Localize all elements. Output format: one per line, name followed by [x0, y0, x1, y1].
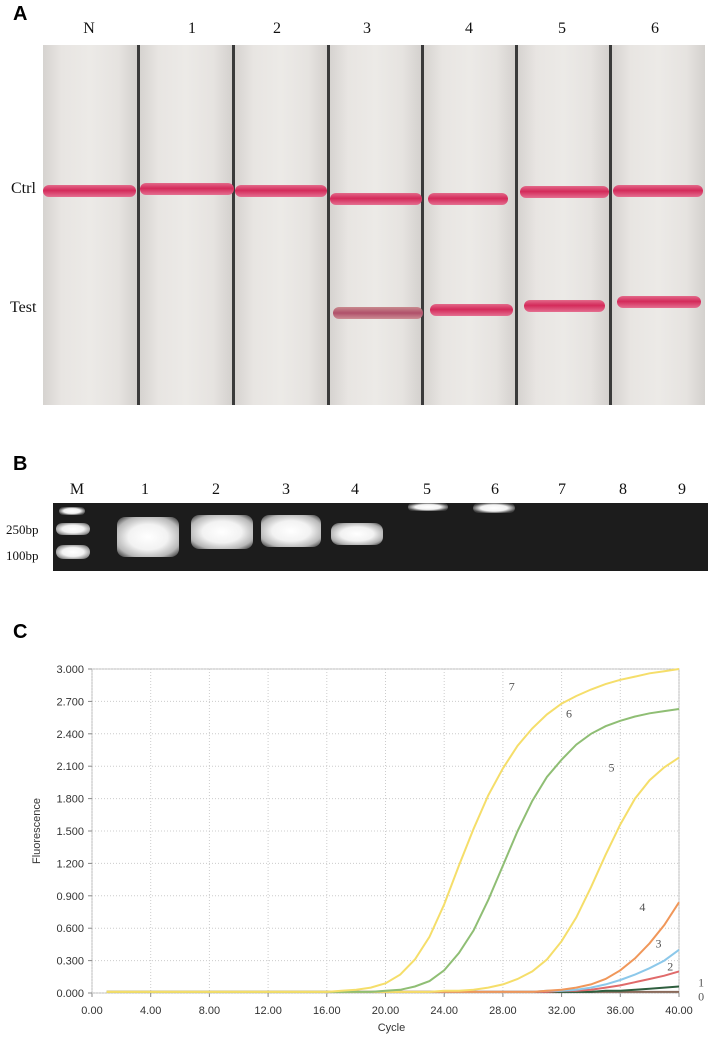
test-line-band — [524, 300, 605, 312]
series-label-7: 7 — [509, 680, 515, 694]
sample-band-5-faint — [408, 503, 448, 511]
strip-divider — [515, 45, 518, 405]
panel-a-lane-label: 1 — [188, 20, 196, 37]
control-line-band — [613, 185, 703, 197]
x-tick-label: 0.00 — [81, 1005, 102, 1017]
x-tick-label: 32.00 — [548, 1005, 576, 1017]
panel-b-letter: B — [13, 453, 28, 475]
panel-b-lane-label: 8 — [619, 481, 627, 498]
panel-b-lane-label: 7 — [558, 481, 566, 498]
sample-band-6-faint — [473, 503, 515, 513]
test-strip-3 — [330, 45, 421, 405]
sample-band-1 — [117, 517, 179, 557]
y-tick-label: 0.300 — [56, 956, 84, 968]
y-tick-label: 3.000 — [56, 664, 84, 676]
ladder-band-upper — [59, 507, 85, 515]
y-tick-label: 2.700 — [56, 696, 84, 708]
x-tick-label: 24.00 — [430, 1005, 458, 1017]
panel-a-letter: A — [13, 3, 28, 25]
series-label-2: 2 — [667, 959, 673, 973]
x-tick-label: 20.00 — [372, 1005, 400, 1017]
panel-b-lane-label: 2 — [212, 481, 220, 498]
test-strip-N — [43, 45, 137, 405]
panel-b-lane-label: M — [69, 481, 85, 498]
panel-a-lane-label: 6 — [651, 20, 659, 37]
y-axis-label: Fluorescence — [31, 798, 43, 864]
panel-a-lane-label: 2 — [273, 20, 281, 37]
test-row-label: Test — [10, 299, 37, 316]
test-line-band — [430, 304, 513, 316]
panel-b-lane-label: 5 — [423, 481, 431, 498]
ladder-band-100bp — [56, 545, 90, 559]
sample-band-4 — [331, 523, 383, 545]
x-tick-label: 16.00 — [313, 1005, 341, 1017]
y-tick-label: 1.800 — [56, 794, 84, 806]
panel-b-lane-label: 4 — [351, 481, 359, 498]
panel-b-lane-label: 6 — [491, 481, 499, 498]
control-line-band — [330, 193, 422, 205]
marker-label-250bp: 250bp — [6, 522, 39, 537]
control-line-band — [235, 185, 327, 197]
sample-band-2 — [191, 515, 253, 549]
x-axis-label: Cycle — [378, 1022, 406, 1034]
y-tick-label: 0.900 — [56, 891, 84, 903]
control-line-band — [428, 193, 508, 205]
panel-b-lane-label: 1 — [141, 481, 149, 498]
series-label-5: 5 — [609, 761, 615, 775]
series-label-1: 1 — [698, 976, 704, 990]
series-label-0: 0 — [698, 990, 704, 1004]
x-tick-label: 40.00 — [665, 1005, 693, 1017]
x-tick-label: 36.00 — [607, 1005, 635, 1017]
strip-divider — [232, 45, 235, 405]
panel-a-lane-label: 3 — [363, 20, 371, 37]
y-tick-label: 1.500 — [56, 826, 84, 838]
lateral-flow-strips-image — [43, 45, 705, 405]
panel-c-letter: C — [13, 621, 28, 643]
y-tick-label: 1.200 — [56, 858, 84, 870]
ladder-band-250bp — [56, 523, 90, 535]
panel-b-lane-label: 9 — [678, 481, 686, 498]
strip-divider — [327, 45, 330, 405]
test-strip-5 — [518, 45, 609, 405]
y-tick-label: 2.100 — [56, 761, 84, 773]
x-tick-label: 8.00 — [199, 1005, 220, 1017]
x-tick-label: 28.00 — [489, 1005, 517, 1017]
y-tick-label: 0.600 — [56, 923, 84, 935]
marker-label-100bp: 100bp — [6, 548, 39, 563]
panel-a-lane-label: N — [83, 20, 95, 37]
test-strip-4 — [424, 45, 515, 405]
control-line-band — [520, 186, 609, 198]
series-label-6: 6 — [566, 707, 572, 721]
y-tick-label: 0.000 — [56, 988, 84, 1000]
y-tick-label: 2.400 — [56, 729, 84, 741]
series-label-3: 3 — [656, 937, 662, 951]
x-tick-label: 12.00 — [254, 1005, 282, 1017]
test-strip-2 — [235, 45, 327, 405]
agarose-gel-image — [53, 503, 708, 571]
strip-divider — [137, 45, 140, 405]
test-line-band — [333, 307, 423, 319]
strip-divider — [421, 45, 424, 405]
strip-divider — [609, 45, 612, 405]
amplification-curve-chart: 0.00 4.00 8.00 12.00 16.00 20.00 24.00 28.00 32.… — [31, 664, 704, 1034]
series-line-7 — [106, 668, 680, 993]
ctrl-row-label: Ctrl — [11, 180, 36, 197]
control-line-band — [43, 185, 136, 197]
test-line-band — [617, 296, 701, 308]
series-label-4: 4 — [639, 900, 645, 914]
panel-a-lane-label: 4 — [465, 20, 473, 37]
control-line-band — [140, 183, 234, 195]
sample-band-3 — [261, 515, 321, 547]
panel-a-lane-label: 5 — [558, 20, 566, 37]
x-tick-label: 4.00 — [140, 1005, 161, 1017]
test-strip-1 — [140, 45, 232, 405]
panel-b-lane-label: 3 — [282, 481, 290, 498]
test-strip-6 — [612, 45, 705, 405]
